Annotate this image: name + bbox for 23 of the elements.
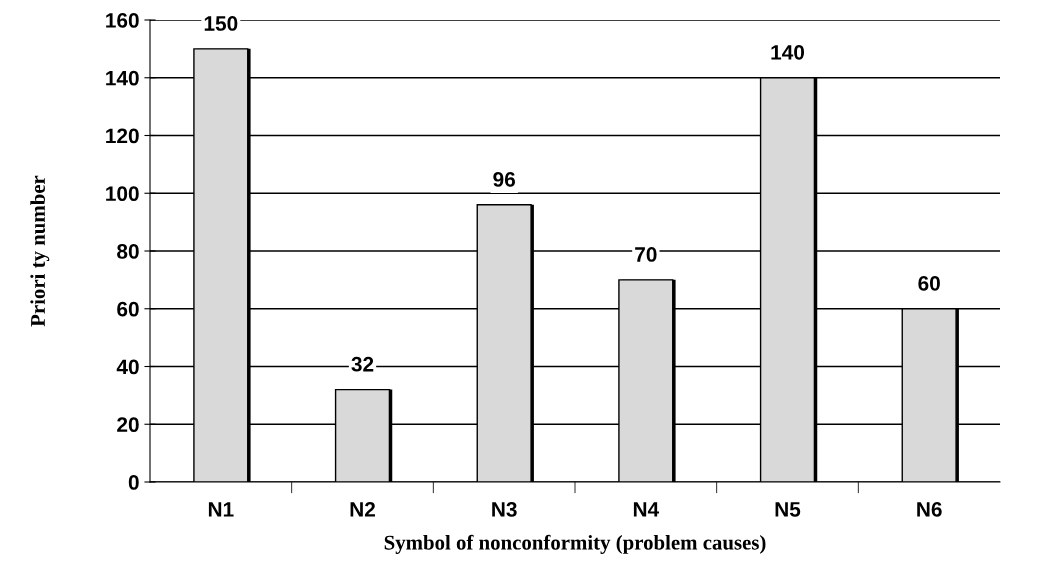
data-label: 70 — [635, 247, 657, 262]
data-label: 150 — [204, 16, 238, 31]
data-label: 32 — [351, 356, 374, 372]
x-axis-title: Symbol of nonconformity (problem causes) — [384, 534, 766, 554]
y-tick-label: 20 — [117, 417, 139, 432]
data-label: 96 — [493, 172, 515, 187]
y-tick-label: 40 — [116, 359, 139, 375]
y-tick-label: 60 — [117, 301, 139, 317]
x-tick-label: N3 — [492, 501, 517, 517]
x-tick-label: N4 — [633, 502, 660, 517]
data-label: 140 — [771, 44, 805, 60]
x-tick-label: N6 — [917, 501, 942, 517]
y-tick-label: 120 — [106, 128, 139, 144]
x-tick-label: N2 — [350, 501, 375, 517]
y-tick-label: 160 — [106, 13, 139, 28]
y-tick-label: 100 — [106, 186, 139, 201]
y-tick-label: 80 — [117, 244, 139, 259]
y-tick-label: 0 — [128, 475, 139, 490]
y-axis-title: Priori ty number — [30, 175, 50, 327]
x-tick-label: N5 — [775, 502, 801, 517]
data-label: 60 — [918, 275, 940, 291]
x-tick-label: N1 — [208, 502, 234, 517]
y-tick-label: 140 — [106, 70, 139, 86]
